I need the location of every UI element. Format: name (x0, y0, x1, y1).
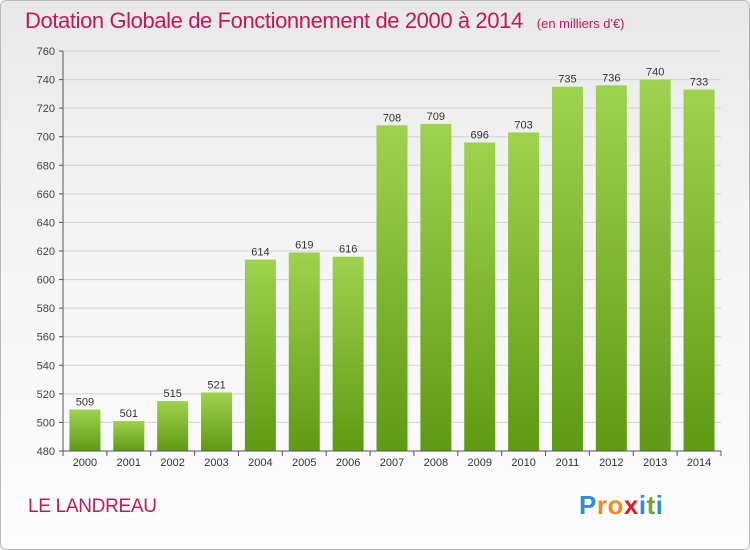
unit-label: (en milliers d'€) (536, 16, 625, 31)
y-tick-label: 520 (37, 389, 55, 401)
bar (420, 123, 452, 451)
data-label: 733 (690, 77, 708, 89)
x-tick-label: 2001 (117, 457, 141, 469)
data-label: 509 (76, 397, 94, 409)
logo-letter: i (655, 490, 664, 520)
chart-title: Dotation Globale de Fonctionnement de 20… (25, 8, 625, 34)
bar (201, 392, 233, 451)
x-tick-label: 2009 (467, 457, 491, 469)
x-tick-label: 2012 (599, 457, 623, 469)
y-tick-label: 680 (37, 160, 55, 172)
bar (244, 259, 276, 451)
data-label: 614 (251, 247, 269, 259)
x-tick-label: 2007 (380, 457, 404, 469)
bar (508, 132, 540, 451)
y-tick-label: 720 (37, 103, 55, 115)
data-label: 619 (295, 239, 313, 251)
bar (683, 89, 715, 452)
data-label: 515 (163, 388, 181, 400)
logo-letter: o (607, 490, 624, 520)
proxiti-logo: Proxiti (579, 490, 663, 521)
x-tick-label: 2011 (556, 457, 580, 469)
x-tick-label: 2013 (643, 457, 667, 469)
commune-name: LE LANDREAU (28, 496, 157, 517)
data-label: 708 (383, 112, 401, 124)
data-label: 735 (558, 74, 576, 86)
data-label: 521 (207, 379, 225, 391)
data-label: 501 (120, 408, 138, 420)
data-label: 736 (602, 72, 620, 84)
bar (69, 409, 101, 451)
y-tick-label: 620 (37, 246, 55, 258)
logo-letter: r (596, 490, 608, 520)
y-tick-label: 560 (37, 332, 55, 344)
bar (639, 79, 671, 452)
data-label: 696 (471, 129, 489, 141)
bar (376, 125, 408, 452)
title-text: Dotation Globale de Fonctionnement de 20… (25, 8, 523, 33)
bar (157, 401, 189, 451)
y-tick-label: 760 (37, 46, 55, 58)
x-tick-label: 2006 (336, 457, 360, 469)
y-tick-label: 600 (37, 275, 55, 287)
bar (332, 256, 364, 451)
data-label: 616 (339, 244, 357, 256)
x-tick-label: 2005 (292, 457, 316, 469)
y-tick-label: 580 (37, 303, 55, 315)
bar (595, 85, 627, 452)
bar (113, 421, 145, 451)
y-tick-label: 740 (37, 75, 55, 87)
data-label: 703 (514, 119, 532, 131)
y-tick-label: 660 (37, 189, 55, 201)
x-tick-label: 2010 (511, 457, 535, 469)
data-label: 740 (646, 67, 664, 79)
data-label: 709 (427, 111, 445, 123)
x-tick-label: 2003 (204, 457, 228, 469)
y-tick-label: 640 (37, 217, 55, 229)
logo-letter: t (646, 490, 656, 520)
bar (551, 86, 583, 451)
logo-letter: i (638, 490, 647, 520)
y-tick-label: 500 (37, 417, 55, 429)
x-tick-label: 2014 (687, 457, 711, 469)
bar (464, 142, 496, 451)
bar (288, 252, 320, 451)
y-tick-label: 700 (37, 132, 55, 144)
logo-letter: P (579, 490, 597, 520)
y-tick-label: 540 (37, 360, 55, 372)
logo-letter: x (623, 490, 639, 520)
y-tick-label: 480 (37, 446, 55, 458)
x-tick-label: 2004 (248, 457, 272, 469)
x-tick-label: 2002 (160, 457, 184, 469)
x-tick-label: 2008 (424, 457, 448, 469)
x-tick-label: 2000 (73, 457, 97, 469)
